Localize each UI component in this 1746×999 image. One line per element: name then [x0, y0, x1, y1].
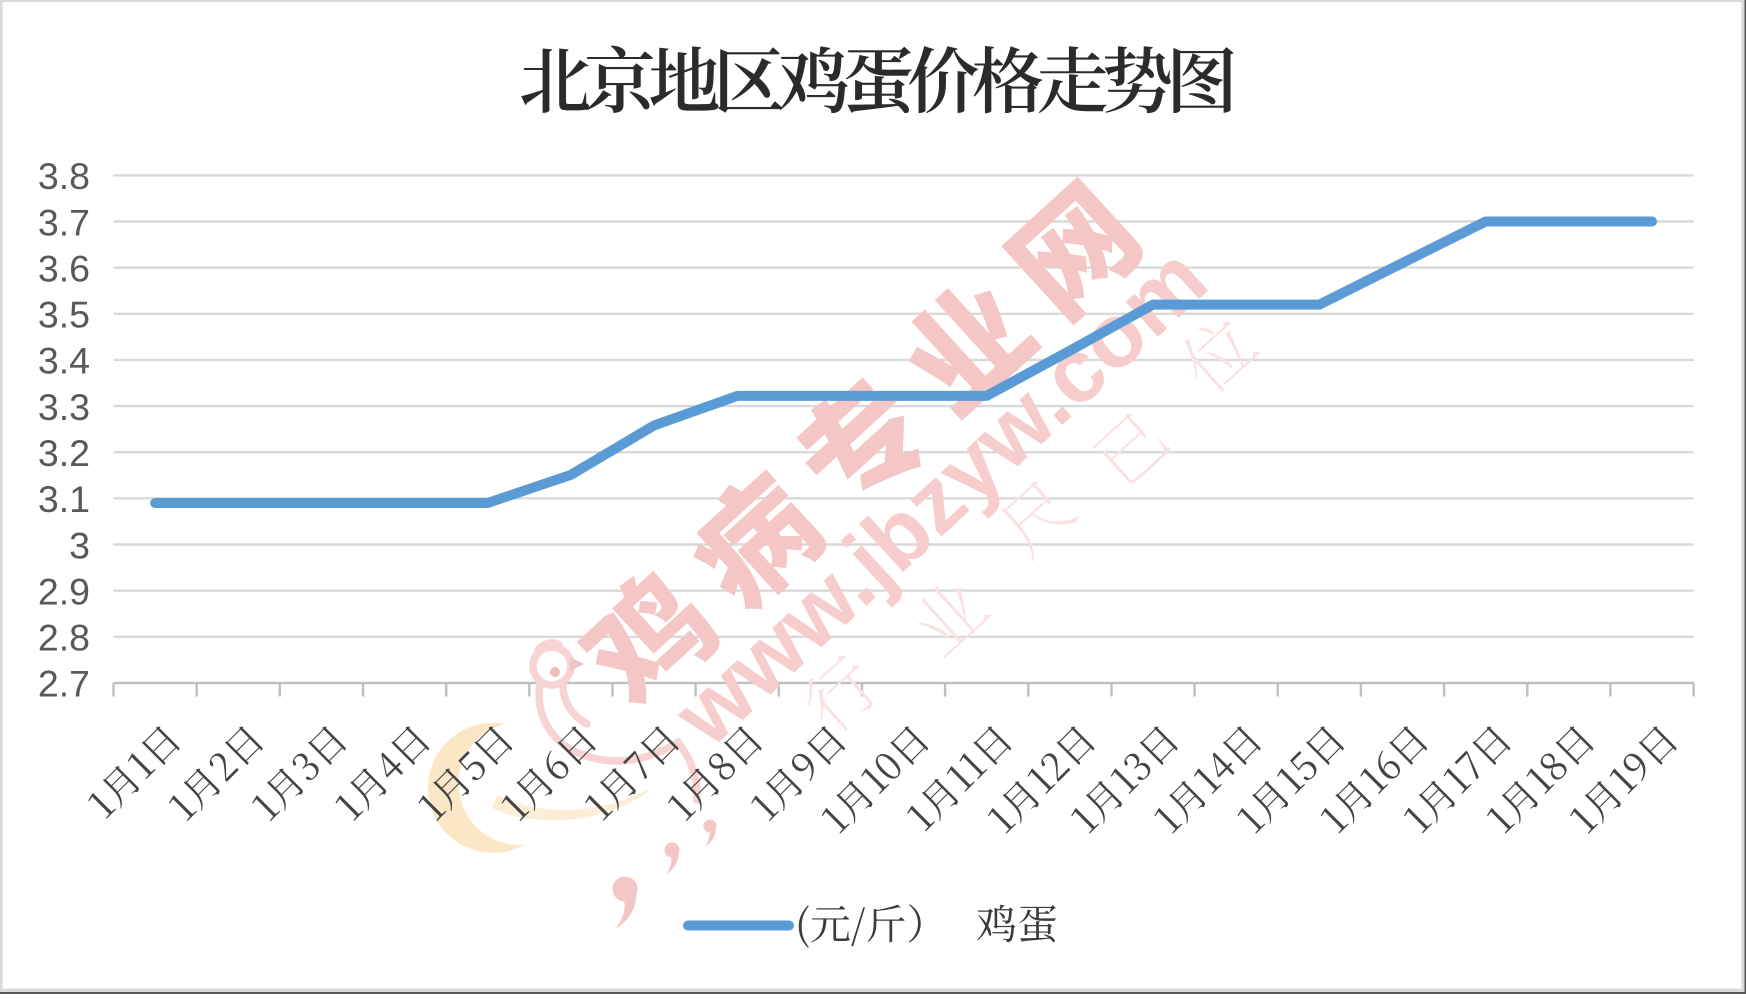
svg-text:3: 3 [69, 524, 90, 566]
svg-text:2.7: 2.7 [38, 663, 90, 705]
svg-text:3.8: 3.8 [38, 155, 90, 197]
svg-text:3.2: 3.2 [38, 432, 90, 474]
svg-text:3.1: 3.1 [38, 478, 90, 520]
svg-text:3.4: 3.4 [38, 340, 90, 382]
svg-text:3.6: 3.6 [38, 247, 90, 289]
svg-text:2.8: 2.8 [38, 617, 90, 659]
svg-text:2.9: 2.9 [38, 570, 90, 612]
svg-text:3.7: 3.7 [38, 201, 90, 243]
svg-text:3.5: 3.5 [38, 294, 90, 336]
svg-text:3.3: 3.3 [38, 386, 90, 428]
